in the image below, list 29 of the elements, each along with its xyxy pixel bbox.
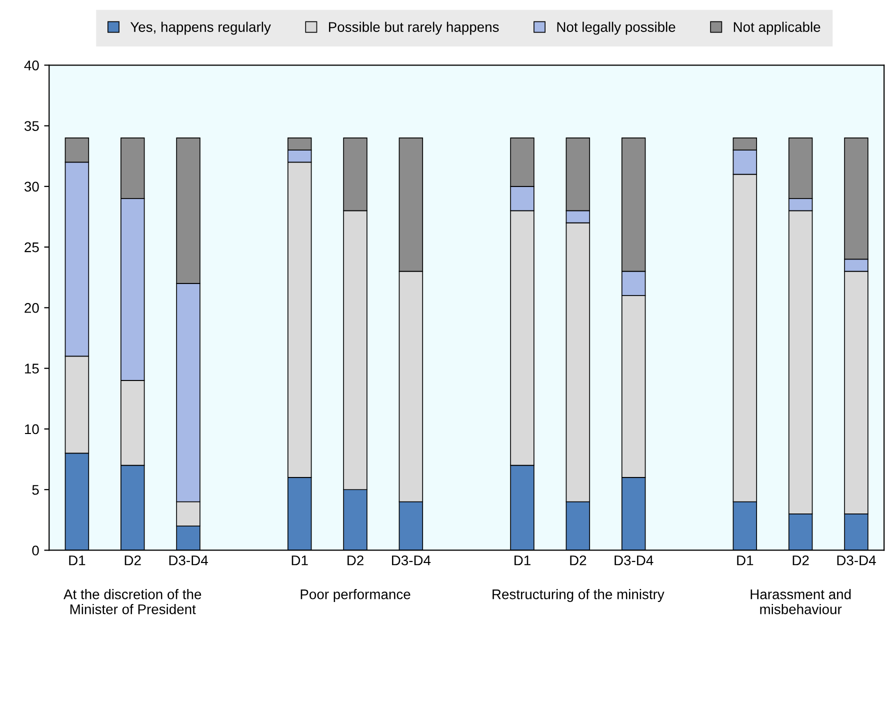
x-tick-label: D1 <box>69 556 86 566</box>
x-tick-label: D2 <box>124 555 141 566</box>
x-tick-label: D3-D4 <box>392 555 431 566</box>
x-tick-label: D3-D4 <box>614 555 654 566</box>
legend-label: Not legally possible <box>557 22 676 35</box>
x-tick-label: D1 <box>737 556 754 566</box>
legend-label: Yes, happens regularly <box>130 22 271 35</box>
x-tick-label: D2 <box>570 555 586 566</box>
text: At the discretion of the Minister of President <box>64 589 202 614</box>
y-tick-label: 10 <box>25 424 39 434</box>
text: Poor performance <box>300 589 410 602</box>
x-tick-label: D3-D4 <box>169 555 208 566</box>
x-tick-label: D3-D4 <box>837 555 876 566</box>
y-tick-label: 20 <box>24 303 39 313</box>
legend-label: Not applicable <box>734 22 820 35</box>
y-tick-label: 25 <box>24 242 39 252</box>
x-tick-label: D2 <box>348 555 364 566</box>
y-tick-label: 30 <box>24 182 39 192</box>
y-tick-label: 35 <box>24 121 39 131</box>
x-tick-label: D1 <box>514 556 530 566</box>
y-tick-label: 40 <box>24 60 39 70</box>
text: Restructuring of the ministry <box>492 589 664 602</box>
y-tick-label: 5 <box>32 485 39 495</box>
y-tick-label: 0 <box>32 546 39 556</box>
legend-label: Possible but rarely happens <box>329 22 499 35</box>
x-tick-label: D1 <box>292 556 308 566</box>
text: Harassment and misbehaviour <box>750 589 851 614</box>
x-tick-label: D2 <box>792 555 809 566</box>
y-tick-label: 15 <box>25 364 39 374</box>
